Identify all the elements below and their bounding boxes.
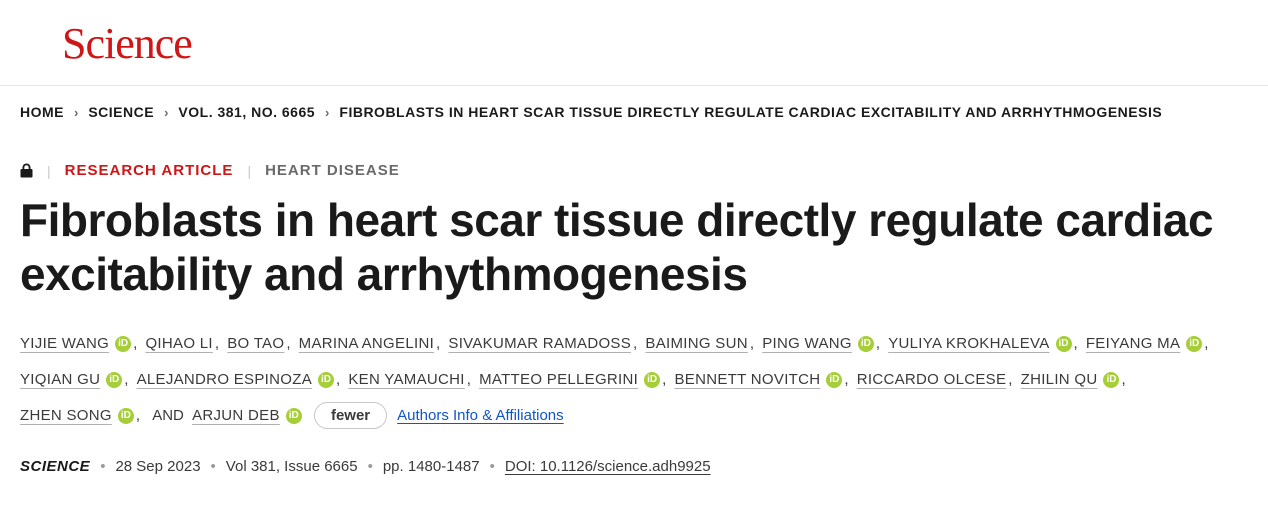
author-separator: , (844, 371, 848, 388)
orcid-icon[interactable]: iD (644, 372, 660, 388)
author-separator: , (876, 335, 880, 352)
author: MATTEO PELLEGRINI iD (479, 362, 660, 398)
separator-dot: • (368, 458, 373, 475)
orcid-icon[interactable]: iD (106, 372, 122, 388)
author-separator: , (1121, 371, 1125, 388)
breadcrumb-journal[interactable]: SCIENCE (88, 104, 154, 120)
article-type: RESEARCH ARTICLE (65, 162, 234, 179)
author-separator: , (336, 371, 340, 388)
author: YIQIAN GU iD (20, 362, 122, 398)
author: YIJIE WANG iD (20, 326, 131, 362)
citation-pages: pp. 1480-1487 (383, 458, 480, 475)
author-separator: , (1074, 335, 1078, 352)
author-separator: , (436, 335, 440, 352)
article-topic: HEART DISEASE (265, 162, 400, 179)
orcid-icon[interactable]: iD (286, 408, 302, 424)
orcid-icon[interactable]: iD (115, 336, 131, 352)
orcid-icon[interactable]: iD (318, 372, 334, 388)
author: SIVAKUMAR RAMADOSS (448, 326, 631, 362)
author-separator: , (136, 407, 140, 424)
author-name[interactable]: KEN YAMAUCHI (348, 362, 464, 398)
author-name[interactable]: MARINA ANGELINI (299, 326, 434, 362)
author: PING WANG iD (762, 326, 874, 362)
author-list: YIJIE WANG iD, QIHAO LI, BO TAO, MARINA A… (0, 302, 1268, 434)
author-name[interactable]: RICCARDO OLCESE (857, 362, 1007, 398)
orcid-icon[interactable]: iD (1103, 372, 1119, 388)
separator-dot: • (490, 458, 495, 475)
author: KEN YAMAUCHI (348, 362, 464, 398)
author-separator: , (633, 335, 637, 352)
author: QIHAO LI (145, 326, 212, 362)
author-name[interactable]: SIVAKUMAR RAMADOSS (448, 326, 631, 362)
author-name[interactable]: YIJIE WANG (20, 326, 109, 362)
author: BENNETT NOVITCH iD (674, 362, 842, 398)
lock-icon (20, 163, 33, 178)
separator-dot: • (211, 458, 216, 475)
chevron-right-icon: › (164, 105, 168, 120)
breadcrumb-volume[interactable]: VOL. 381, NO. 6665 (178, 104, 315, 120)
breadcrumb-home[interactable]: HOME (20, 104, 64, 120)
author: YULIYA KROKHALEVA iD (888, 326, 1071, 362)
author: ZHEN SONG iD (20, 398, 134, 434)
citation-volume-issue: Vol 381, Issue 6665 (226, 458, 358, 475)
author-name[interactable]: QIHAO LI (145, 326, 212, 362)
author: FEIYANG MA iD (1086, 326, 1202, 362)
author: ARJUN DEB iD (192, 398, 302, 434)
author-name[interactable]: YULIYA KROKHALEVA (888, 326, 1049, 362)
author-separator: , (215, 335, 219, 352)
author-name[interactable]: ZHILIN QU (1021, 362, 1098, 398)
author-separator: , (124, 371, 128, 388)
author-name[interactable]: BO TAO (227, 326, 284, 362)
citation-line: SCIENCE • 28 Sep 2023 • Vol 381, Issue 6… (0, 434, 1268, 495)
author: BAIMING SUN (645, 326, 747, 362)
orcid-icon[interactable]: iD (826, 372, 842, 388)
chevron-right-icon: › (325, 105, 329, 120)
orcid-icon[interactable]: iD (1056, 336, 1072, 352)
author-name[interactable]: BAIMING SUN (645, 326, 747, 362)
site-logo[interactable]: Science (62, 18, 1268, 69)
author: BO TAO (227, 326, 284, 362)
authors-info-affiliations-link[interactable]: Authors Info & Affiliations (397, 407, 564, 424)
author-and: AND (152, 407, 184, 424)
breadcrumb-current: FIBROBLASTS IN HEART SCAR TISSUE DIRECTL… (339, 104, 1162, 120)
citation-doi[interactable]: DOI: 10.1126/science.adh9925 (505, 458, 711, 475)
site-header: Science (0, 0, 1268, 86)
breadcrumb: HOME › SCIENCE › VOL. 381, NO. 6665 › FI… (0, 86, 1268, 138)
fewer-authors-button[interactable]: fewer (314, 402, 387, 429)
author-name[interactable]: YIQIAN GU (20, 362, 100, 398)
chevron-right-icon: › (74, 105, 78, 120)
author-separator: , (662, 371, 666, 388)
separator-pipe: | (47, 163, 51, 179)
separator-pipe: | (247, 163, 251, 179)
author-name[interactable]: FEIYANG MA (1086, 326, 1180, 362)
article-meta: | RESEARCH ARTICLE | HEART DISEASE (0, 138, 1268, 179)
citation-date: 28 Sep 2023 (115, 458, 200, 475)
author-separator: , (750, 335, 754, 352)
author-separator: , (286, 335, 290, 352)
orcid-icon[interactable]: iD (118, 408, 134, 424)
author-separator: , (1204, 335, 1208, 352)
author-name[interactable]: ARJUN DEB (192, 398, 280, 434)
author-name[interactable]: BENNETT NOVITCH (674, 362, 820, 398)
author: ALEJANDRO ESPINOZA iD (137, 362, 334, 398)
author-name[interactable]: MATTEO PELLEGRINI (479, 362, 638, 398)
separator-dot: • (100, 458, 105, 475)
author-name[interactable]: PING WANG (762, 326, 852, 362)
orcid-icon[interactable]: iD (858, 336, 874, 352)
article-title: Fibroblasts in heart scar tissue directl… (0, 179, 1268, 302)
author-separator: , (467, 371, 471, 388)
author-name[interactable]: ALEJANDRO ESPINOZA (137, 362, 312, 398)
author-separator: , (1008, 371, 1012, 388)
author: MARINA ANGELINI (299, 326, 434, 362)
author-name[interactable]: ZHEN SONG (20, 398, 112, 434)
orcid-icon[interactable]: iD (1186, 336, 1202, 352)
author-separator: , (133, 335, 137, 352)
citation-journal: SCIENCE (20, 458, 90, 475)
author: RICCARDO OLCESE (857, 362, 1007, 398)
author: ZHILIN QU iD (1021, 362, 1120, 398)
